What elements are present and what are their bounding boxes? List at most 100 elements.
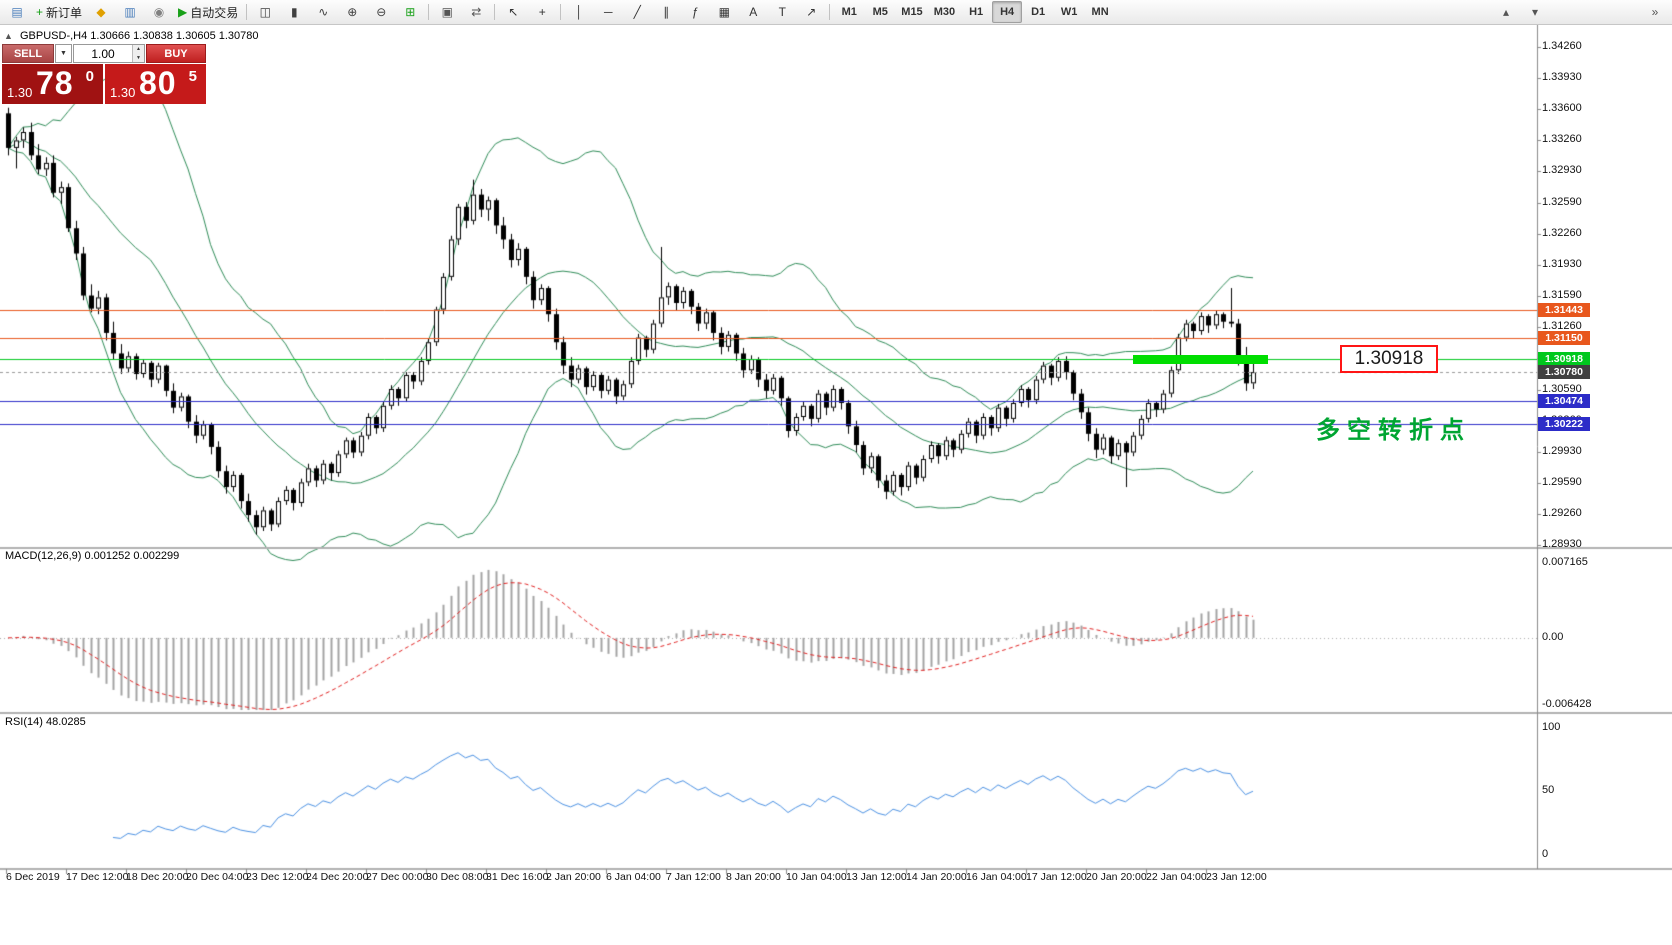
one-click-trading-panel: SELL ▼ 1.00 ▲ ▼ BUY 1.30 78 0 1.30 80 5 [2,44,206,104]
timeframe-h4-button[interactable]: H4 [992,1,1023,23]
trendline-button[interactable]: ╱ [623,1,651,23]
scroll-down-button[interactable]: ▾ [1521,1,1549,23]
arrange-windows-icon: ▣ [441,5,453,19]
candles-chart-button[interactable]: ▮ [280,1,308,23]
crosshair-button[interactable]: + [528,1,556,23]
volume-up-button[interactable]: ▲ [133,45,144,54]
zoom-in-button[interactable]: ⊕ [338,1,366,23]
buy-price-button[interactable]: 1.30 80 5 [105,64,206,104]
auto-scroll-button[interactable]: ⇄ [462,1,490,23]
favorites-icon: ◆ [96,5,106,19]
tile-windows-button[interactable]: ⊞ [396,1,424,23]
scroll-up-button[interactable]: ▴ [1492,1,1520,23]
volume-down-button[interactable]: ▼ [133,53,144,62]
chart-canvas[interactable] [0,24,1672,945]
time-axis-label: 6 Jan 04:00 [606,871,661,883]
buy-price-prefix: 1.30 [110,85,136,100]
label-icon: T [778,5,786,19]
toolbar-separator [494,4,496,20]
price-scale-label: 1.32590 [1542,196,1582,209]
time-axis-label: 10 Jan 04:00 [786,871,847,883]
price-scale-label: 1.34260 [1542,40,1582,52]
market-watch-button[interactable]: ▥ [116,1,144,23]
new-order-button[interactable]: + 新订单 [32,1,86,23]
arrows-button[interactable]: ↗ [797,1,825,23]
timeframe-m30-button[interactable]: M30 [933,6,956,18]
sell-price-sup: 0 [85,68,94,85]
time-axis-label: 13 Jan 12:00 [846,871,907,883]
new-chart-button[interactable]: ▤ [3,1,31,23]
arrange-windows-button[interactable]: ▣ [433,1,461,23]
macd-label: MACD(12,26,9) 0.001252 0.002299 [5,550,180,562]
tile-windows-icon: ⊞ [405,5,416,19]
time-axis-label: 20 Jan 20:00 [1086,871,1147,883]
price-scale-label: 1.31930 [1542,257,1582,270]
time-axis-label: 8 Jan 20:00 [726,871,781,883]
resistance-line-2-badge: 1.31150 [1538,330,1590,345]
price-scale-label: 1.30590 [1542,382,1582,395]
time-axis-label: 14 Jan 20:00 [906,871,967,883]
timeframe-w1-button[interactable]: W1 [1060,6,1078,18]
autotrading-icon: ▶ [178,5,188,19]
volume-input[interactable]: 1.00 ▲ ▼ [73,44,145,63]
time-axis-label: 2 Jan 20:00 [546,871,601,883]
price-annotation-box[interactable]: 1.30918 [1340,345,1438,373]
time-axis-label: 16 Jan 04:00 [966,871,1027,883]
label-button[interactable]: T [768,1,796,23]
price-scale-label: 1.29590 [1542,476,1582,489]
pivot-line-badge: 1.30918 [1538,352,1590,367]
macd-scale-label: 0.00 [1542,631,1564,643]
toolbar-overflow-button[interactable]: » [1641,1,1669,23]
zoom-out-icon: ⊖ [376,5,387,19]
sell-button[interactable]: SELL [2,44,54,63]
vertical-line-button[interactable]: │ [565,1,593,23]
bars-chart-icon: ◫ [259,5,271,19]
timeframe-m5-button[interactable]: M5 [872,6,888,18]
symbol-title: GBPUSD-,H4 [19,30,88,42]
volume-spinner: ▲ ▼ [132,45,144,62]
market-watch-icon: ▥ [124,5,136,19]
timeframe-m15-button[interactable]: M15 [901,6,923,18]
fibonacci-button[interactable]: ƒ [681,1,709,23]
zoom-out-button[interactable]: ⊖ [367,1,395,23]
cursor-icon: ↖ [508,5,519,19]
autotrading-button[interactable]: ▶ 自动交易 [174,1,242,23]
sell-price-button[interactable]: 1.30 78 0 [2,64,103,104]
current-price-badge: 1.30780 [1538,365,1590,380]
sell-price-big: 78 [36,65,74,101]
highlight-level-bar[interactable] [1133,355,1268,365]
navigator-icon: ◉ [153,5,165,19]
text-button[interactable]: A [739,1,767,23]
timeframe-d1-button[interactable]: D1 [1031,6,1046,18]
timeframe-h1-button[interactable]: H1 [969,6,984,18]
time-axis-label: 31 Dec 16:00 [486,871,549,883]
line-chart-button[interactable]: ∿ [309,1,337,23]
timeframe-mn-button[interactable]: MN [1091,6,1109,18]
buy-price-big: 80 [139,65,177,101]
toolbar: ▤ + 新订单 ◆ ▥ ◉ ▶ 自动交易 ◫ ▮ ∿ ⊕ ⊖ ⊞ ▣ ⇄ ↖ + │ ─ ╱ ∥ ƒ ▦ A T ↗ M1 M5 M15 M… [0,0,1672,25]
volume-dropdown-button[interactable]: ▼ [55,44,72,63]
horizontal-line-button[interactable]: ─ [594,1,622,23]
time-axis-label: 18 Dec 20:00 [126,871,189,883]
volume-value: 1.00 [91,46,115,61]
cursor-button[interactable]: ↖ [499,1,527,23]
arrows-icon: ↗ [806,5,817,19]
price-scale-label: 1.32930 [1542,164,1582,177]
price-scale-label: 1.31590 [1542,289,1582,302]
buy-button[interactable]: BUY [146,44,206,63]
macd-scale-label: -0.006428 [1542,698,1592,710]
price-scale-label: 1.29260 [1542,507,1582,520]
favorites-button[interactable]: ◆ [87,1,115,23]
toolbar-separator [428,4,430,20]
vertical-line-icon: │ [575,5,584,19]
navigator-button[interactable]: ◉ [145,1,173,23]
timeframe-m1-button[interactable]: M1 [841,6,857,18]
bars-chart-button[interactable]: ◫ [251,1,279,23]
price-scale-label: 1.31260 [1542,320,1582,333]
one-click-toggle-icon[interactable]: ▲ [4,31,13,41]
shapes-button[interactable]: ▦ [710,1,738,23]
price-scale-label: 1.33930 [1542,70,1582,83]
new-order-label: 新订单 [46,5,83,20]
channel-button[interactable]: ∥ [652,1,680,23]
turning-point-text[interactable]: 多空转折点 [1316,417,1471,444]
